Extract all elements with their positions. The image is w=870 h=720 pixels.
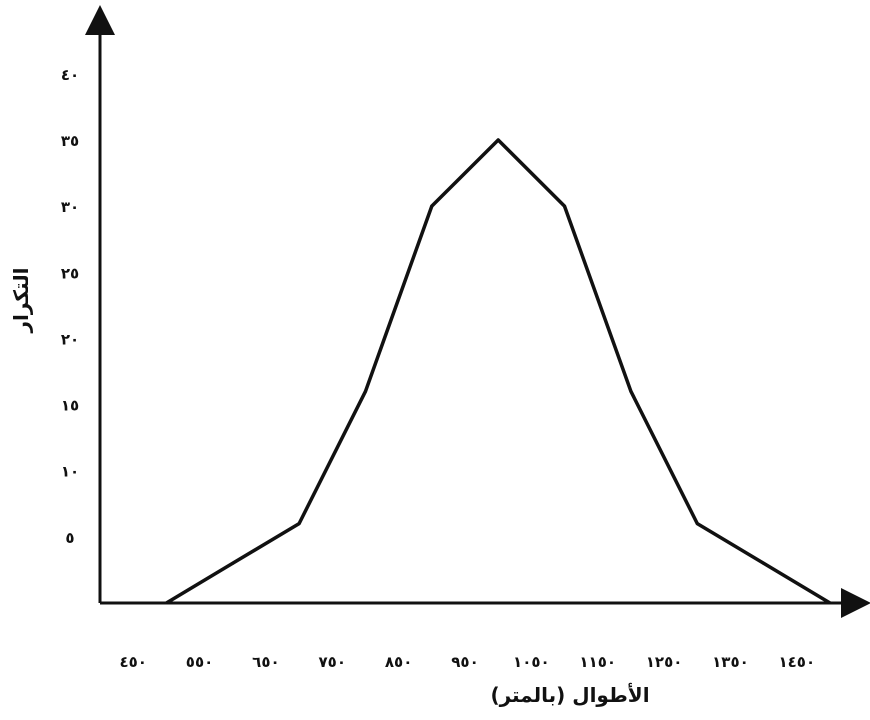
y-tick-label: ٣٥ <box>61 132 79 150</box>
series-group <box>164 138 832 605</box>
x-tick-label: ٩٥٠ <box>451 653 478 671</box>
series-line <box>165 138 831 605</box>
y-tick-label: ٢٥ <box>61 264 79 282</box>
x-tick-labels: ٤٥٠ ٥٥٠ ٦٥٠ ٧٥٠ ٨٥٠ ٩٥٠ ١٠٥٠ ١١٥٠ ١٢٥٠ ١٣٥٠ ١٤٥٠ <box>119 653 815 671</box>
data-point <box>164 601 168 605</box>
data-point <box>231 561 235 565</box>
data-point <box>496 138 500 142</box>
data-point <box>430 204 434 208</box>
y-tick-label: ٥ <box>65 529 74 547</box>
y-tick-label: ١٥ <box>61 397 79 415</box>
y-tick-label: ٤٠ <box>61 66 79 84</box>
x-axis-title: الأطوال (بالمتر) <box>490 682 649 707</box>
x-tick-label: ١١٥٠ <box>579 653 616 671</box>
y-tick-label: ٣٠ <box>61 198 79 216</box>
axes <box>85 5 870 618</box>
data-point <box>695 522 699 526</box>
x-tick-label: ١٠٥٠ <box>513 653 550 671</box>
y-axis-title: التكرار <box>9 268 33 334</box>
data-point <box>363 389 367 393</box>
x-tick-label: ١٣٥٠ <box>712 653 749 671</box>
x-tick-label: ٤٥٠ <box>119 653 146 671</box>
x-tick-label: ١٢٥٠ <box>646 653 683 671</box>
y-tick-labels: ٥ ١٠ ١٥ ٢٠ ٢٥ ٣٠ ٣٥ ٤٠ <box>61 66 79 547</box>
x-tick-label: ٦٥٠ <box>252 653 279 671</box>
y-tick-label: ٢٠ <box>61 330 79 348</box>
y-tick-label: ١٠ <box>61 463 79 481</box>
data-point <box>762 561 766 565</box>
data-point <box>297 522 301 526</box>
data-point <box>629 389 633 393</box>
x-tick-label: ١٤٥٠ <box>779 653 816 671</box>
data-point <box>563 204 567 208</box>
data-point <box>828 601 832 605</box>
x-tick-label: ٥٥٠ <box>186 653 213 671</box>
x-tick-label: ٨٥٠ <box>385 653 412 671</box>
x-tick-label: ٧٥٠ <box>319 653 346 671</box>
